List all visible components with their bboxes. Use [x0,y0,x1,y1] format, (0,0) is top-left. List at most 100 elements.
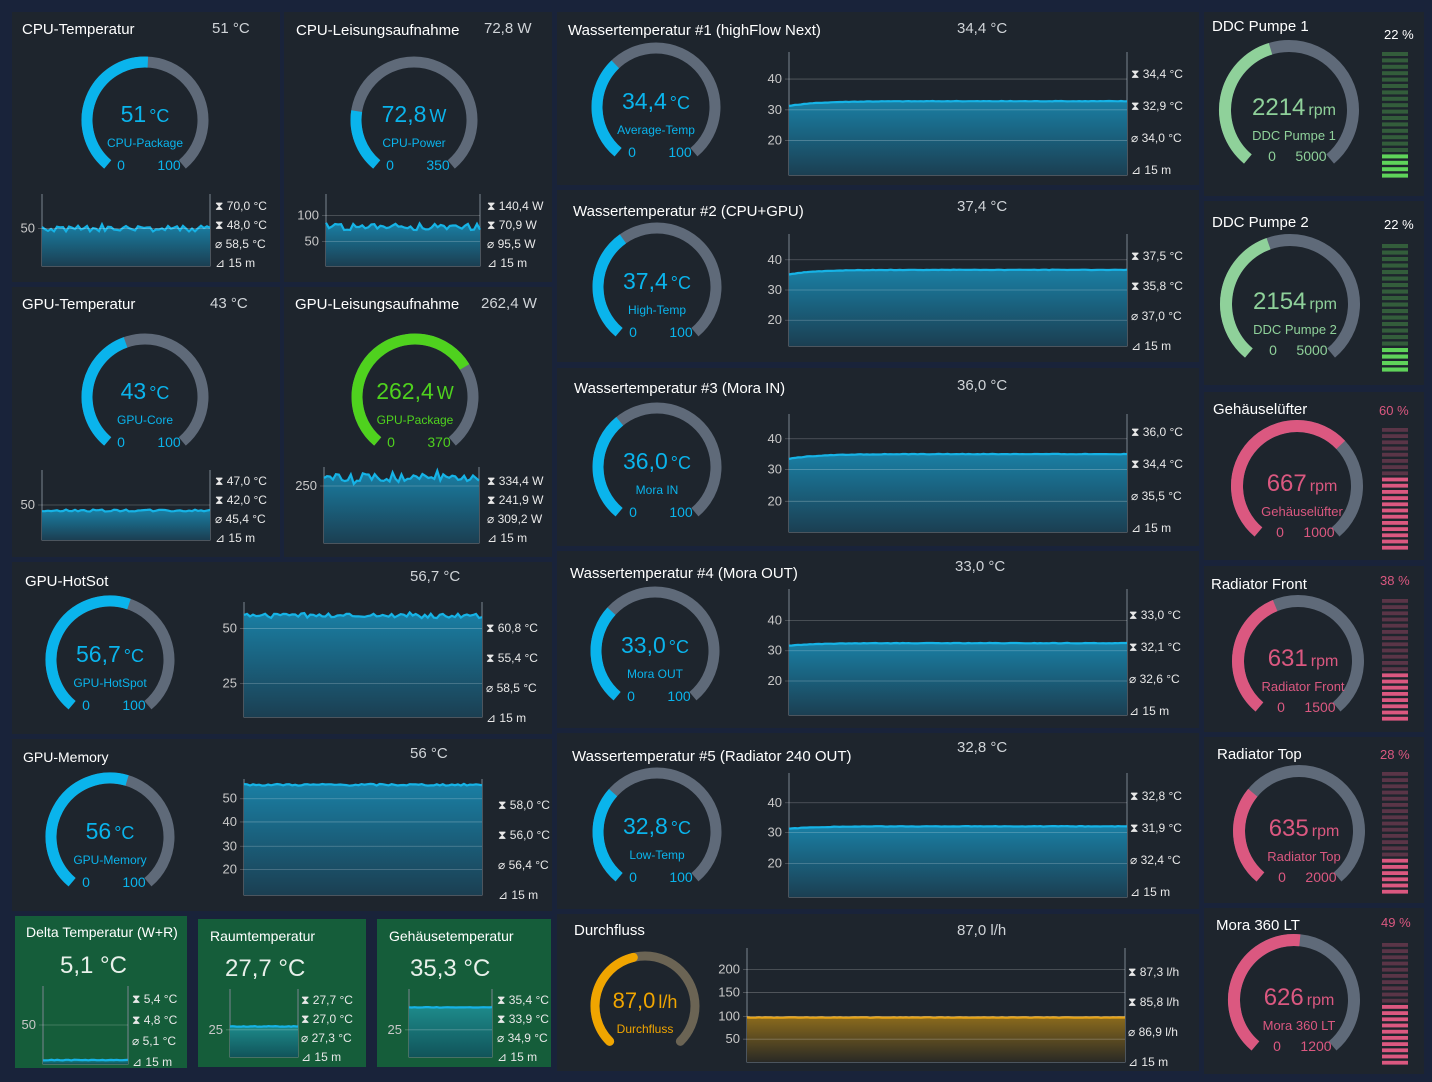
panel-title: Mora 360 LT [1216,917,1300,934]
level-segment [1382,250,1408,255]
min-stat: ⧗ 42,0 °C [215,493,267,507]
level-segment [1382,1060,1408,1065]
gauge-value: 34,4 °C [622,88,690,114]
panel-fan-top: Radiator Top 28 % 635 rpm Radiator Top 0 200… [1204,737,1424,903]
avg-stat: ⌀ 35,5 °C [1131,489,1182,503]
min-stat: ⧗ 55,4 °C [486,651,538,665]
avg-stat: ⌀ 95,5 W [487,237,536,251]
level-segment [1382,865,1408,869]
gauge-label: DDC Pumpe 1 [1252,128,1336,143]
sparkline-chart: 50 25 [223,602,483,718]
level-segment [1382,1011,1408,1015]
panel-title: Wassertemperatur #3 (Mora IN) [574,380,786,397]
chart-line [788,641,1127,647]
level-segment [1382,661,1408,665]
gauge: 2214 rpm DDC Pumpe 1 0 5000 [1219,40,1359,164]
gauge-fill [592,417,624,517]
window-stat: ⊿ 15 m [1130,885,1171,899]
gauge-min: 0 [1269,342,1277,358]
level-segment [1382,840,1408,844]
gauge-label: Mora IN [636,483,679,497]
sparkline-chart: 50 [22,986,129,1065]
level-segment [1382,96,1408,101]
chart-area [42,509,210,540]
avg-stat: ⌀ 34,9 °C [497,1031,548,1045]
level-segment [1382,986,1408,991]
chart-line [325,221,481,232]
gauge-value: 2214 rpm [1252,94,1336,121]
window-stat: ⊿ 15 m [497,1050,538,1064]
gauge-max: 100 [122,874,146,890]
gauge-min: 0 [1268,148,1276,164]
axis-tick-label: 30 [768,643,782,658]
window-stat: ⊿ 15 m [1129,704,1170,718]
gauge: 56 °C GPU-Memory 0 100 [45,772,175,890]
gauge-min: 0 [1273,1038,1281,1054]
gauge: 635 rpm Radiator Top 0 2000 [1233,765,1365,885]
level-segment [1382,790,1408,795]
panel-cpu-temp: CPU-Temperatur 51 °C 51 °C CPU-Package 0 100… [12,12,280,282]
chart-line [788,99,1127,108]
max-stat: ⧗ 35,4 °C [497,993,549,1007]
stats: ⧗ 5,4 °C ⧗ 4,8 °C ⌀ 5,1 °C ⊿ 15 m [132,989,177,1068]
stats: ⧗ 33,0 °C ⧗ 32,1 °C ⌀ 32,6 °C ⊿ 15 m [1129,599,1181,727]
panel-title: Durchfluss [574,922,645,939]
min-stat: ⧗ 4,8 °C [132,1013,178,1027]
level-segment [1382,1048,1408,1053]
gauge-max: 1000 [1303,524,1334,540]
level-segment [1382,871,1408,875]
gauge-value: 43 °C [121,378,170,404]
level-segment [1382,64,1408,69]
level-segment [1382,459,1408,463]
avg-stat: ⌀ 34,0 °C [1131,131,1182,145]
chart-area [409,1007,492,1057]
window-stat: ⊿ 15 m [132,1055,173,1068]
gauge-value: 667 rpm [1267,470,1338,497]
panel-title: CPU-Leisungsaufnahme [296,22,460,39]
gauge-fill [590,607,621,701]
level-segment [1382,434,1408,438]
level-segment [1382,84,1408,88]
gauge-fill [1233,788,1265,882]
stats: ⧗ 58,0 °C ⧗ 56,0 °C ⌀ 56,4 °C ⊿ 15 m [498,790,550,910]
gauge: 626 rpm Mora 360 LT 0 1200 [1228,934,1360,1054]
level-segment [1382,154,1408,159]
stats: ⧗ 87,3 l/h ⧗ 85,8 l/h ⌀ 86,9 l/h ⊿ 15 m [1128,957,1179,1071]
level-segment [1382,257,1408,262]
level-segment [1382,508,1408,513]
window-stat: ⊿ 15 m [487,531,528,545]
level-segment [1382,496,1408,500]
gauge-fill [592,234,627,337]
panel-water-2: Wassertemperatur #2 (CPU+GPU) 37,4 °C 37… [557,190,1199,362]
current-value: 87,0 l/h [957,922,1007,939]
max-stat: ⧗ 47,0 °C [215,474,267,488]
gauge-min: 0 [628,144,636,160]
axis-tick-label: 50 [22,1017,36,1032]
level-segment [1382,974,1408,978]
percent-value: 49 % [1381,915,1411,930]
panel-title: GPU-Temperatur [22,296,136,313]
level-segment [1382,141,1408,146]
chart-line [229,1024,299,1028]
level-segment [1382,692,1408,696]
sparkline-chart: 100 50 [297,194,481,267]
level-segment [1382,949,1408,953]
level-segment [1382,815,1408,820]
axis-tick-label: 20 [768,673,782,688]
level-segment [1382,710,1408,715]
window-stat: ⊿ 15 m [1128,1055,1169,1069]
min-stat: ⧗ 31,9 °C [1130,821,1182,835]
level-segment [1382,967,1408,972]
window-stat: ⊿ 15 m [1131,521,1172,535]
level-segment [1382,821,1408,826]
stats: ⧗ 70,0 °C ⧗ 48,0 °C ⌀ 58,5 °C ⊿ 15 m [215,197,267,273]
chart-line [746,1016,1125,1019]
level-segment [1382,148,1408,152]
level-segment [1382,667,1408,671]
level-segment [1382,302,1408,307]
level-segment [1382,452,1408,457]
level-segment [1382,1036,1408,1040]
axis-tick-label: 40 [768,71,782,86]
gauge-fill [1231,420,1346,537]
level-segment [1382,58,1408,63]
